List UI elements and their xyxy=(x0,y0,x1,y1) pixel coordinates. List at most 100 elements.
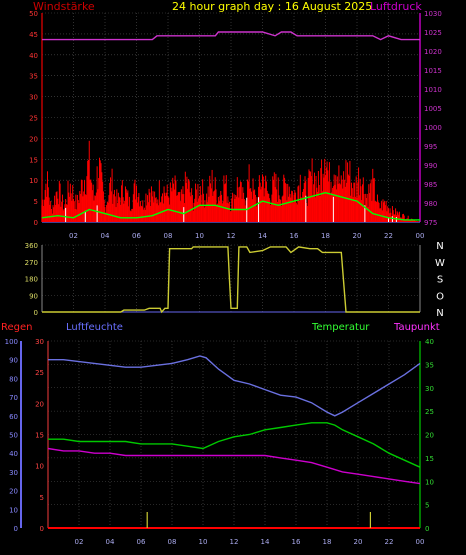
time-tick-label: 18 xyxy=(321,232,330,240)
humidity-tick-label: 10 xyxy=(9,506,18,514)
wind-tick-label: 50 xyxy=(29,10,38,18)
time-tick-label: 20 xyxy=(353,232,362,240)
pressure-tick-label: 980 xyxy=(424,200,437,208)
time-tick-label: 08 xyxy=(168,538,177,546)
rain-tick-label: 10 xyxy=(35,463,44,471)
temperature-line xyxy=(48,422,421,468)
wind-average-line xyxy=(41,191,420,221)
time-tick-label: 16 xyxy=(292,538,301,546)
time-tick-label: 04 xyxy=(101,232,110,240)
humidity-tick-label: 70 xyxy=(9,394,18,402)
direction-tick-label: 270 xyxy=(25,259,38,267)
rain-tick-label: 30 xyxy=(35,338,44,346)
dewpoint-line xyxy=(47,447,421,485)
time-tick-label: 08 xyxy=(164,232,173,240)
temp-tick-label: 15 xyxy=(425,455,434,463)
direction-tick-label: 360 xyxy=(25,242,38,250)
humidity-tick-label: 60 xyxy=(9,413,18,421)
pressure-tick-label: 1005 xyxy=(424,105,442,113)
compass-label: N xyxy=(436,241,443,252)
time-tick-label: 02 xyxy=(69,232,78,240)
wind-tick-label: 5 xyxy=(34,198,38,206)
pressure-tick-label: 1000 xyxy=(424,124,442,132)
rain-tick-label: 15 xyxy=(35,432,44,440)
humidity-tick-label: 100 xyxy=(5,338,18,346)
rain-tick-label: 25 xyxy=(35,369,44,377)
time-tick-label: 00 xyxy=(416,232,425,240)
wind-tick-label: 30 xyxy=(29,94,38,102)
pressure-tick-label: 985 xyxy=(424,181,437,189)
wind-tick-label: 40 xyxy=(29,52,38,60)
humidity-tick-label: 0 xyxy=(14,525,18,533)
humidity-tick-label: 90 xyxy=(9,357,18,365)
temp-tick-label: 5 xyxy=(425,502,429,510)
time-tick-label: 14 xyxy=(258,232,267,240)
rain-tick-label: 0 xyxy=(40,525,44,533)
pressure-tick-label: 990 xyxy=(424,162,437,170)
time-tick-label: 22 xyxy=(384,232,393,240)
humidity-tick-label: 50 xyxy=(9,432,18,440)
dewpoint-label: Taupunkt xyxy=(393,322,440,333)
direction-tick-label: 0 xyxy=(34,309,38,317)
header-left-label: Windstärke xyxy=(33,0,95,13)
temp-tick-label: 40 xyxy=(425,338,434,346)
header-title: 24 hour graph day : 16 August 2025 xyxy=(172,0,372,13)
time-tick-label: 06 xyxy=(132,232,141,240)
pressure-tick-label: 995 xyxy=(424,143,437,151)
compass-label: O xyxy=(436,291,444,302)
time-tick-label: 14 xyxy=(261,538,270,546)
pressure-tick-label: 1010 xyxy=(424,86,442,94)
rain-tick-label: 20 xyxy=(35,400,44,408)
pressure-line xyxy=(42,31,420,41)
time-tick-label: 16 xyxy=(290,232,299,240)
time-tick-label: 10 xyxy=(199,538,208,546)
humidity-line xyxy=(48,355,421,417)
temp-tick-label: 25 xyxy=(425,408,434,416)
wind-tick-label: 25 xyxy=(29,115,38,123)
temp-tick-label: 10 xyxy=(425,478,434,486)
header-right-label: Luftdruck xyxy=(370,0,422,13)
time-tick-label: 04 xyxy=(106,538,115,546)
temp-tick-label: 20 xyxy=(425,432,434,440)
time-tick-label: 02 xyxy=(75,538,84,546)
time-tick-label: 22 xyxy=(385,538,394,546)
time-tick-label: 06 xyxy=(137,538,146,546)
temp-tick-label: 35 xyxy=(425,361,434,369)
pressure-tick-label: 1015 xyxy=(424,67,442,75)
direction-tick-label: 90 xyxy=(29,292,38,300)
wind-tick-label: 35 xyxy=(29,73,38,81)
temp-tick-label: 30 xyxy=(425,385,434,393)
temperature-label: Temperatur xyxy=(311,322,370,333)
wind-tick-label: 45 xyxy=(29,31,38,39)
humidity-tick-label: 40 xyxy=(9,450,18,458)
time-tick-label: 12 xyxy=(227,232,236,240)
pressure-tick-label: 1030 xyxy=(424,10,442,18)
direction-tick-label: 180 xyxy=(25,276,38,284)
humidity-tick-label: 20 xyxy=(9,488,18,496)
temp-tick-label: 0 xyxy=(425,525,429,533)
humidity-tick-label: 30 xyxy=(9,469,18,477)
compass-label: S xyxy=(437,275,443,286)
humidity-label: Luftfeuchte xyxy=(66,322,123,333)
time-tick-label: 20 xyxy=(354,538,363,546)
compass-label: W xyxy=(435,258,445,269)
humidity-tick-label: 80 xyxy=(9,375,18,383)
time-tick-label: 12 xyxy=(230,538,239,546)
rain-tick-label: 5 xyxy=(40,494,44,502)
pressure-tick-label: 1020 xyxy=(424,48,442,56)
pressure-tick-label: 975 xyxy=(424,219,437,227)
compass-label: N xyxy=(436,308,443,319)
pressure-tick-label: 1025 xyxy=(424,29,442,37)
wind-direction-line xyxy=(42,246,420,314)
time-tick-label: 18 xyxy=(323,538,332,546)
time-tick-label: 10 xyxy=(195,232,204,240)
wind-tick-label: 0 xyxy=(34,219,38,227)
chart-layer: 0510152025303540455097598098599099510001… xyxy=(1,10,445,546)
time-tick-label: 00 xyxy=(416,538,425,546)
wind-tick-label: 20 xyxy=(29,135,38,143)
rain-label: Regen xyxy=(1,322,33,333)
wind-tick-label: 15 xyxy=(29,156,38,164)
wind-tick-label: 10 xyxy=(29,177,38,185)
